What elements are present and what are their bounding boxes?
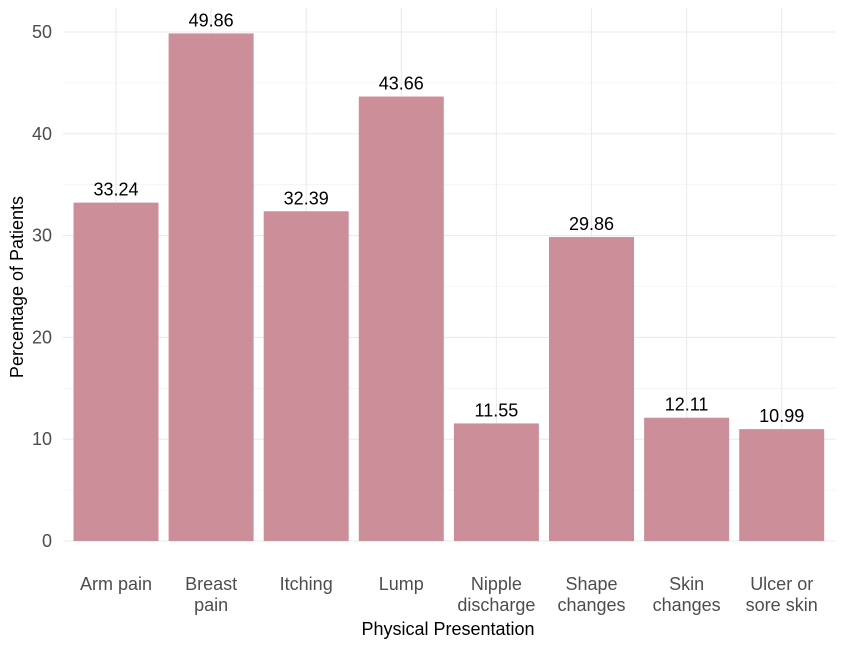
bar — [73, 202, 159, 541]
data-labels: 33.24 49.86 32.39 43.66 11.55 29.86 12.11 10.99 — [93, 10, 804, 426]
x-tick-label: Itching — [280, 574, 333, 594]
x-tick-label: Breast pain — [185, 574, 237, 615]
y-tick-label: 50 — [32, 22, 52, 42]
data-label: 49.86 — [189, 10, 234, 30]
x-axis-title: Physical Presentation — [361, 619, 534, 639]
data-label: 29.86 — [569, 214, 614, 234]
y-tick-label: 0 — [42, 531, 52, 551]
y-tick-label: 20 — [32, 327, 52, 347]
bars — [73, 33, 825, 541]
bar — [549, 237, 634, 541]
data-label: 11.55 — [475, 400, 519, 420]
y-tick-label: 30 — [32, 226, 52, 246]
x-tick-label: Shape changes — [557, 574, 625, 615]
data-label: 43.66 — [379, 74, 424, 94]
x-tick-label: Ulcer or sore skin — [746, 574, 818, 615]
data-label: 12.11 — [665, 395, 709, 415]
bar — [358, 96, 444, 541]
y-tick-label: 10 — [32, 429, 52, 449]
data-label: 33.24 — [93, 180, 138, 200]
y-axis-title: Percentage of Patients — [7, 196, 27, 378]
y-tick-label: 40 — [32, 124, 52, 144]
x-tick-label: Skin changes — [653, 574, 721, 615]
x-tick-label: Lump — [379, 574, 424, 594]
bar — [739, 429, 825, 541]
bar — [644, 417, 730, 541]
x-tick-label: Arm pain — [80, 574, 152, 594]
x-tick-label: Nipple discharge — [457, 574, 535, 615]
bar — [263, 211, 349, 541]
x-axis-ticks: Arm pain Breast pain Itching Lump Nipple disch… — [80, 574, 818, 615]
bar — [168, 33, 254, 541]
data-label: 32.39 — [284, 188, 329, 208]
data-label: 10.99 — [759, 406, 804, 426]
y-axis-ticks: 0 10 20 30 40 50 — [32, 22, 52, 551]
bar — [453, 423, 539, 541]
